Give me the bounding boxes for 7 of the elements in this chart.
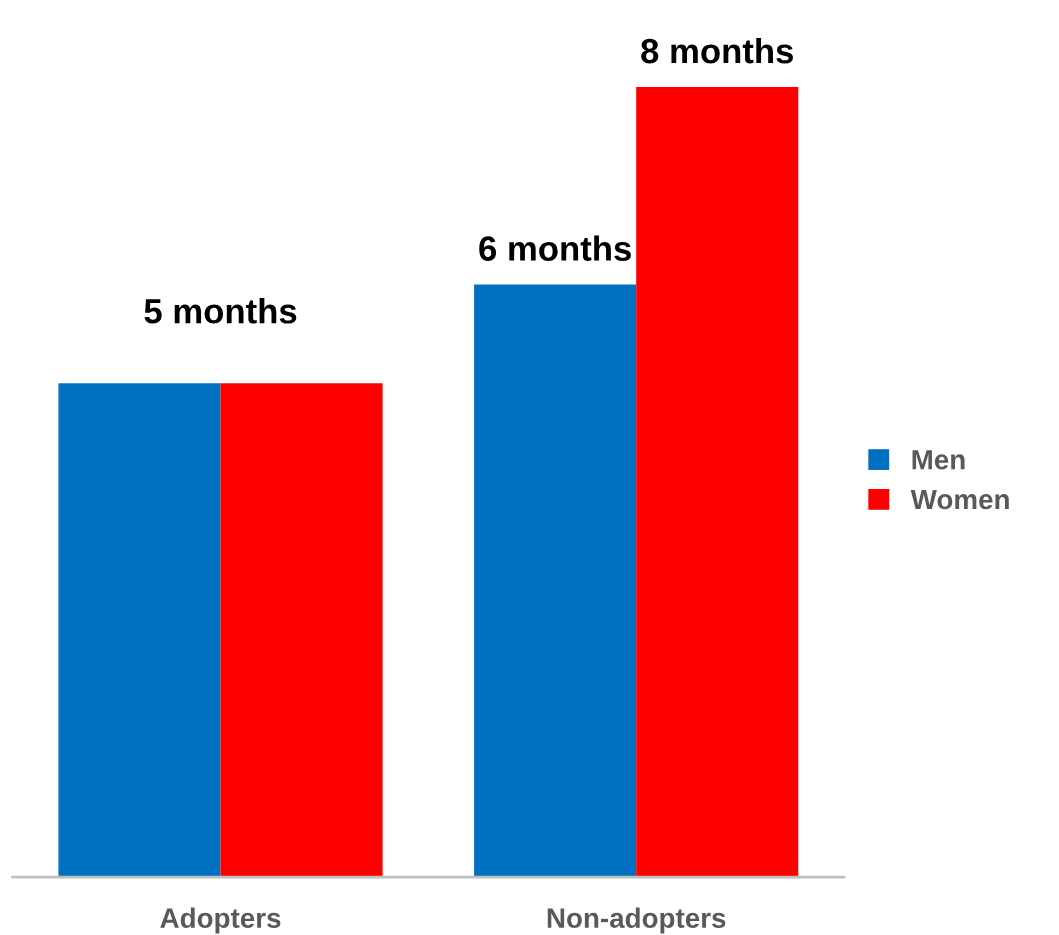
data-label: 8 months	[641, 37, 793, 64]
legend-label: Women	[910, 489, 1009, 510]
legend-label: Men	[912, 450, 965, 470]
annotation: 5 months	[144, 298, 297, 324]
x-tick-label: Non-adopters	[547, 907, 726, 934]
data-label: 6 months	[479, 235, 631, 261]
x-tick-label: Adopters	[160, 907, 281, 934]
